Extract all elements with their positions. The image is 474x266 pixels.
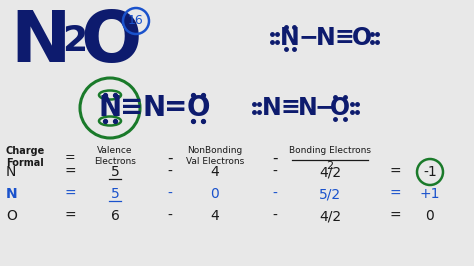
Text: -: - bbox=[168, 165, 173, 179]
Text: 0: 0 bbox=[210, 187, 219, 201]
Text: -: - bbox=[273, 209, 277, 223]
Text: 4/2: 4/2 bbox=[319, 209, 341, 223]
Text: =: = bbox=[164, 93, 188, 121]
Text: +1: +1 bbox=[420, 187, 440, 201]
Text: =: = bbox=[64, 209, 76, 223]
Text: O: O bbox=[330, 96, 350, 120]
Text: O: O bbox=[80, 8, 141, 77]
Text: ≡: ≡ bbox=[334, 25, 354, 49]
Text: N: N bbox=[10, 8, 71, 77]
Text: 16: 16 bbox=[128, 15, 144, 27]
Text: 0: 0 bbox=[426, 209, 434, 223]
Text: N: N bbox=[280, 26, 300, 50]
Text: O: O bbox=[352, 26, 372, 50]
Text: N: N bbox=[99, 94, 121, 122]
Text: 2: 2 bbox=[327, 161, 334, 171]
Text: NonBonding
Val Electrons: NonBonding Val Electrons bbox=[186, 146, 244, 166]
Text: −: − bbox=[314, 95, 334, 119]
Text: 5/2: 5/2 bbox=[319, 187, 341, 201]
Text: -: - bbox=[272, 151, 278, 166]
Text: -: - bbox=[273, 187, 277, 201]
Text: =: = bbox=[64, 187, 76, 201]
Text: N: N bbox=[143, 94, 165, 122]
Text: -: - bbox=[273, 165, 277, 179]
Text: ≡: ≡ bbox=[120, 93, 144, 121]
Text: 6: 6 bbox=[110, 209, 119, 223]
Text: =: = bbox=[64, 165, 76, 179]
Text: N: N bbox=[298, 96, 318, 120]
Text: 4: 4 bbox=[210, 165, 219, 179]
Text: =: = bbox=[389, 165, 401, 179]
Text: 5: 5 bbox=[110, 187, 119, 201]
Text: O: O bbox=[186, 94, 210, 122]
Text: 5: 5 bbox=[110, 165, 119, 179]
Text: -: - bbox=[168, 187, 173, 201]
Text: =: = bbox=[389, 209, 401, 223]
Text: -: - bbox=[167, 151, 173, 166]
Text: N: N bbox=[6, 187, 18, 201]
Text: −: − bbox=[298, 25, 318, 49]
Text: N: N bbox=[316, 26, 336, 50]
Text: N: N bbox=[262, 96, 282, 120]
Text: ≡: ≡ bbox=[280, 95, 300, 119]
Text: 2: 2 bbox=[62, 24, 87, 58]
Text: O: O bbox=[6, 209, 17, 223]
Text: 4/2: 4/2 bbox=[319, 165, 341, 179]
Text: 4: 4 bbox=[210, 209, 219, 223]
Text: Valence
Electrons: Valence Electrons bbox=[94, 146, 136, 166]
Text: -: - bbox=[168, 209, 173, 223]
Text: =: = bbox=[64, 151, 75, 164]
Text: =: = bbox=[389, 187, 401, 201]
Text: Bonding Electrons: Bonding Electrons bbox=[289, 146, 371, 155]
Text: Charge
Formal: Charge Formal bbox=[6, 146, 45, 168]
Text: -1: -1 bbox=[423, 165, 437, 179]
Text: N: N bbox=[6, 165, 17, 179]
